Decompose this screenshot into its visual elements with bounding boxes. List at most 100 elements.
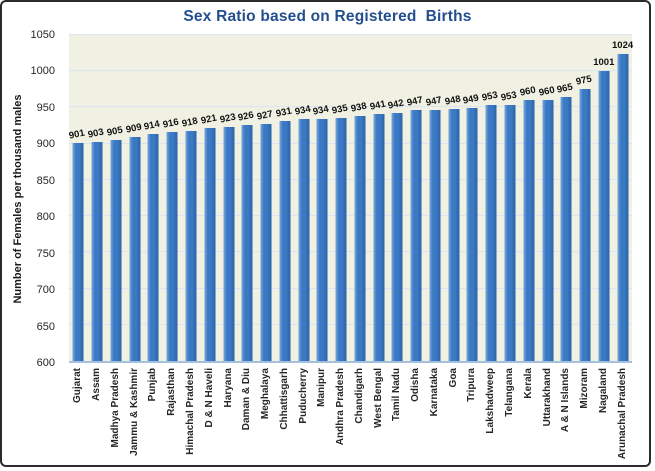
bar (335, 118, 347, 361)
bar-slot: 901 (68, 35, 88, 361)
x-tick-label: A & N Islands (560, 368, 572, 433)
chart-title: Sex Ratio based on Registered Births (183, 8, 472, 25)
bar-value-label: 934 (293, 103, 312, 118)
bar-value-label: 1024 (612, 39, 634, 51)
bar-value-label: 905 (105, 124, 124, 139)
x-tick-label: D & N Haveli (203, 368, 215, 428)
bar-slot: 949 (462, 35, 482, 361)
bar-slot: 953 (499, 35, 520, 361)
bar-value-label: 931 (274, 105, 293, 120)
x-tick-label: Himachal Pradesh (184, 368, 196, 455)
x-tick-label: Puducherry (297, 368, 309, 424)
y-tick-label: 900 (36, 138, 55, 151)
bar-slot: 927 (255, 35, 276, 361)
bar-slot: 923 (218, 35, 238, 361)
bar-slot: 914 (143, 35, 163, 361)
x-slot: Lakshadweep (482, 368, 501, 465)
x-tick-label: Daman & Diu (241, 368, 253, 431)
x-tick-label: Tamil Nadu (391, 368, 403, 422)
x-tick-label: Madhya Pradesh (109, 368, 121, 448)
bar-slot: 941 (369, 35, 388, 361)
bar (223, 127, 234, 361)
x-tick-label: Lakshadweep (485, 368, 497, 434)
x-slot: Assam (88, 368, 107, 465)
y-tick-label: 600 (36, 357, 55, 369)
bar (110, 140, 122, 361)
y-axis: 600 650 700 750 800 850 900 950 1000 1050 (2, 29, 62, 369)
bar-value-label: 965 (556, 81, 575, 96)
x-tick-label: Jammu & Kashmir (128, 368, 140, 456)
bar-slot: 918 (181, 35, 201, 361)
bar-value-label: 953 (499, 89, 518, 104)
bar-value-label: 941 (368, 98, 387, 113)
x-slot: Uttarakhand (538, 368, 557, 465)
bar (241, 124, 253, 361)
y-tick-label: 950 (36, 101, 55, 114)
x-slot: Himachal Pradesh (182, 368, 201, 465)
bar (354, 116, 366, 361)
plot-area: 901 903 905 909 914 916 918 921 923 926 927 931 934 9… (68, 34, 634, 363)
bar-slot: 909 (125, 35, 144, 361)
bar-slot: 934 (312, 35, 332, 361)
bar-slot: 931 (275, 35, 294, 361)
bar-slot: 960 (537, 35, 557, 361)
bar-value-label: 935 (331, 102, 349, 117)
bar (560, 96, 572, 361)
bar-value-label: 934 (312, 103, 331, 118)
x-tick-label: Haryana (222, 368, 234, 408)
y-tick-label: 1000 (30, 65, 55, 78)
x-tick-label: Rajasthan (166, 368, 178, 416)
bar-value-label: 927 (255, 108, 274, 123)
bar-value-label: 938 (349, 100, 368, 115)
bar (391, 113, 403, 361)
bar-slot: 926 (237, 35, 257, 361)
bar (542, 100, 554, 361)
bar-value-label: 916 (162, 116, 180, 131)
x-tick-label: Gujarat (72, 368, 84, 404)
bar-value-label: 947 (406, 94, 424, 109)
bar (147, 133, 159, 361)
x-tick-label: Kerala (522, 368, 534, 399)
x-slot: Meghalaya (257, 368, 276, 465)
bar-slot: 903 (87, 35, 107, 361)
bar (279, 121, 291, 361)
x-tick-label: Karnataka (428, 368, 440, 417)
bar (617, 53, 629, 361)
x-tick-label: Punjab (147, 368, 159, 402)
x-slot: Telangana (501, 368, 520, 465)
bar-slot: 934 (294, 35, 313, 361)
x-slot: Nagaland (594, 368, 613, 465)
x-tick-label: Odisha (410, 368, 422, 402)
gridline (69, 287, 632, 289)
x-tick-label: West Bengal (372, 368, 384, 428)
x-tick-label: Chhattisgarh (278, 368, 290, 430)
x-slot: Kerala (519, 368, 538, 465)
bar (260, 124, 272, 361)
bar (298, 119, 310, 361)
bar (72, 142, 84, 361)
bar-value-label: 926 (237, 109, 256, 124)
bar (448, 108, 460, 361)
y-tick-label: 750 (36, 247, 55, 260)
bar (485, 105, 497, 361)
x-slot: Puducherry (294, 368, 313, 465)
x-slot: A & N Islands (557, 368, 576, 465)
y-tick-label: 700 (36, 284, 55, 297)
x-slot: Odisha (407, 368, 426, 465)
bar-value-label: 921 (199, 113, 218, 128)
x-tick-label: Chandigarh (353, 368, 365, 424)
bar-slot: 942 (387, 35, 407, 361)
bar (316, 119, 328, 361)
bar-slot: 905 (105, 35, 126, 361)
bar-value-label: 960 (518, 84, 537, 99)
gridline (69, 34, 632, 35)
bar-slot: 1001 (593, 35, 614, 361)
x-tick-label: Andhra Pradesh (335, 368, 347, 446)
gridline (69, 70, 632, 72)
x-slot: Gujarat (69, 368, 88, 465)
x-tick-label: Uttarakhand (541, 368, 553, 427)
bar (373, 113, 385, 361)
x-tick-label: Arunachal Pradesh (616, 368, 628, 460)
bar (166, 132, 178, 361)
